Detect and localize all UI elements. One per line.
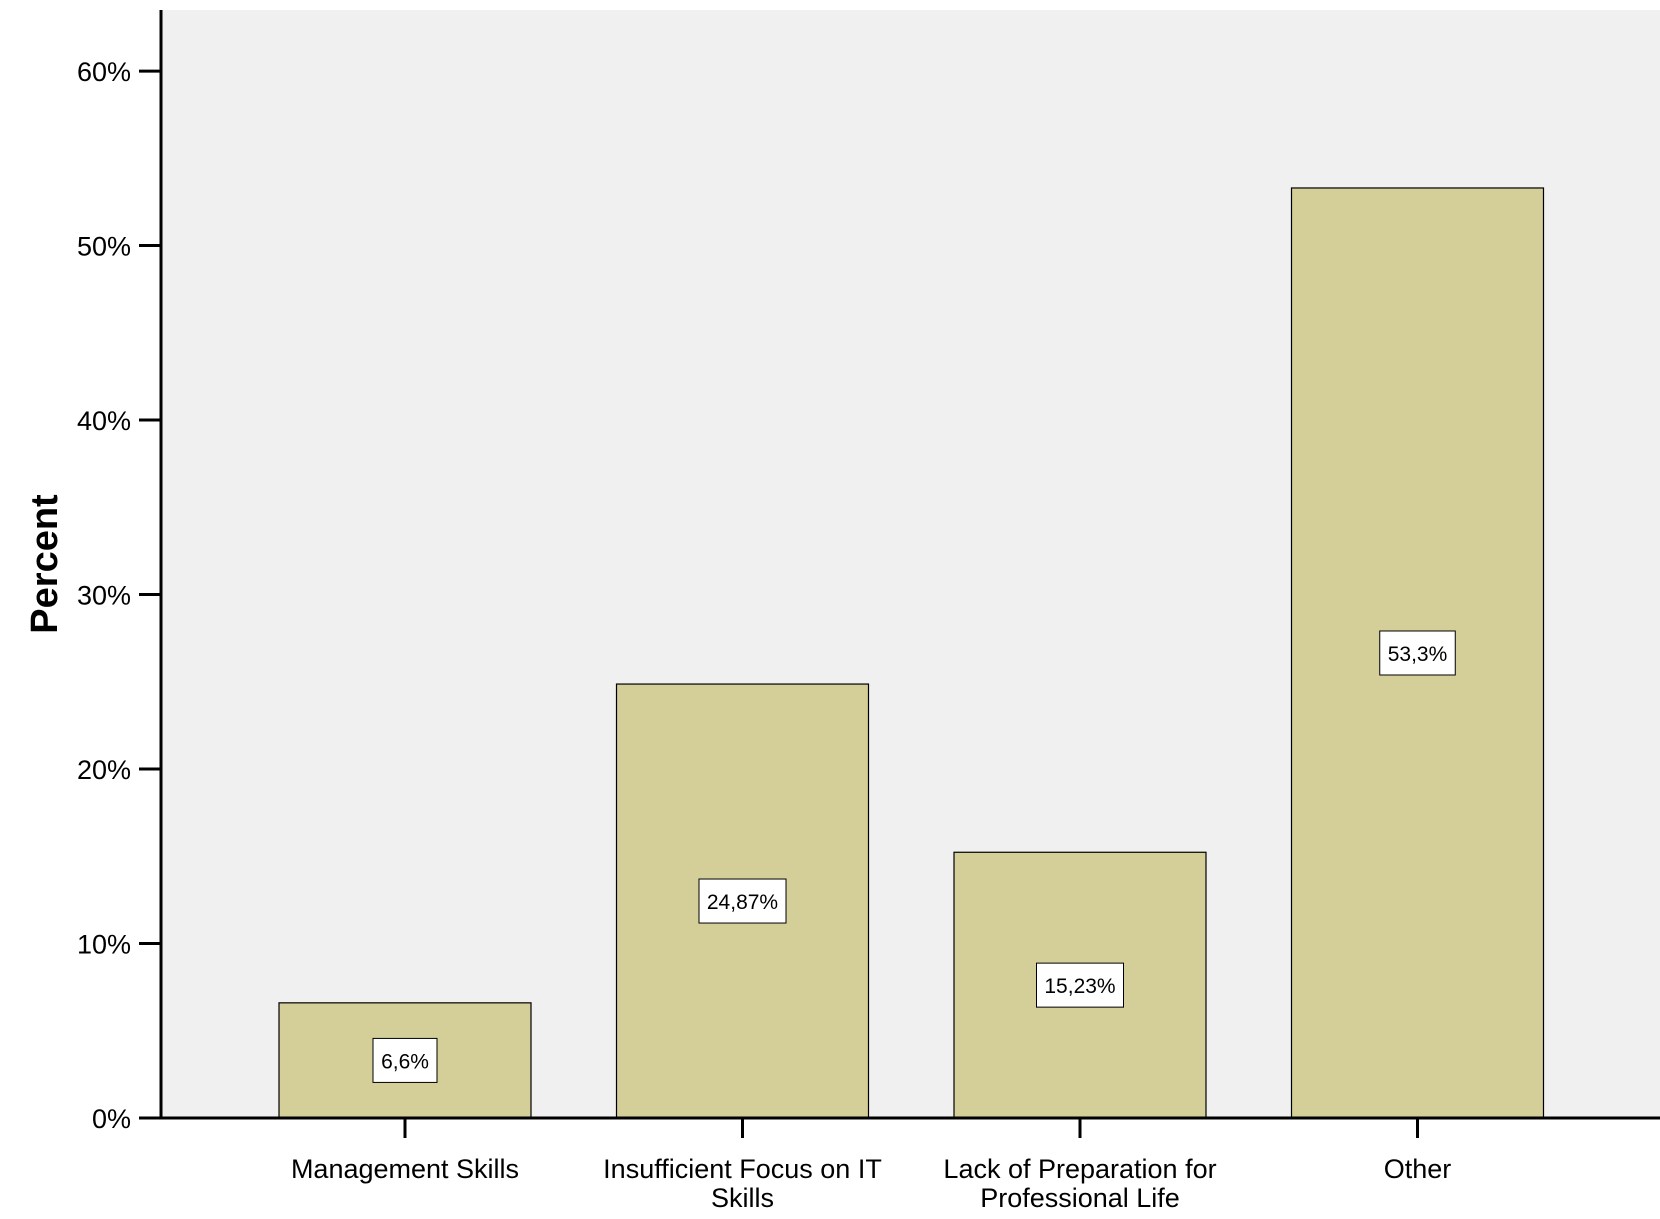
data-label-3: 15,23% — [1044, 975, 1115, 998]
x-category-label-2-line-1: Insufficient Focus on IT — [603, 1154, 882, 1184]
x-category-label-1: Management Skills — [291, 1154, 519, 1184]
x-category-label-4: Other — [1384, 1154, 1452, 1184]
data-label-box-2 — [698, 878, 787, 924]
axes-group: 0% 10% 20% 30% 40% 50% 60% Management Skills Ins… — [77, 10, 1660, 1213]
x-category-label-2: Insufficient Focus on IT Skills — [603, 1154, 882, 1213]
data-label-4: 53,3% — [1388, 643, 1448, 666]
y-tick-label-5: 50% — [77, 232, 131, 262]
data-labels-group: 6,6% 24,87% 15,23% 53,3% — [372, 630, 1456, 1083]
x-category-label-3-line-1: Lack of Preparation for — [943, 1154, 1216, 1184]
x-category-label-3-line-2: Professional Life — [980, 1183, 1180, 1213]
data-label-box-1 — [372, 1037, 438, 1083]
data-label-2: 24,87% — [707, 891, 778, 914]
y-tick-label-1: 10% — [77, 930, 131, 960]
data-label-box-3 — [1036, 962, 1124, 1008]
x-category-label-2-line-2: Skills — [711, 1183, 774, 1213]
x-category-label-3: Lack of Preparation for Professional Life — [943, 1154, 1216, 1213]
y-tick-label-6: 60% — [77, 57, 131, 87]
y-tick-label-3: 30% — [77, 581, 131, 611]
x-category-label-1-line-1: Management Skills — [291, 1154, 519, 1184]
x-category-label-4-line-1: Other — [1384, 1154, 1452, 1184]
data-label-box-4 — [1379, 630, 1456, 676]
data-label-1: 6,6% — [381, 1050, 429, 1073]
y-tick-label-2: 20% — [77, 755, 131, 785]
y-axis-title: Percent — [24, 494, 66, 634]
y-tick-label-0: 0% — [92, 1104, 131, 1134]
y-tick-label-4: 40% — [77, 406, 131, 436]
